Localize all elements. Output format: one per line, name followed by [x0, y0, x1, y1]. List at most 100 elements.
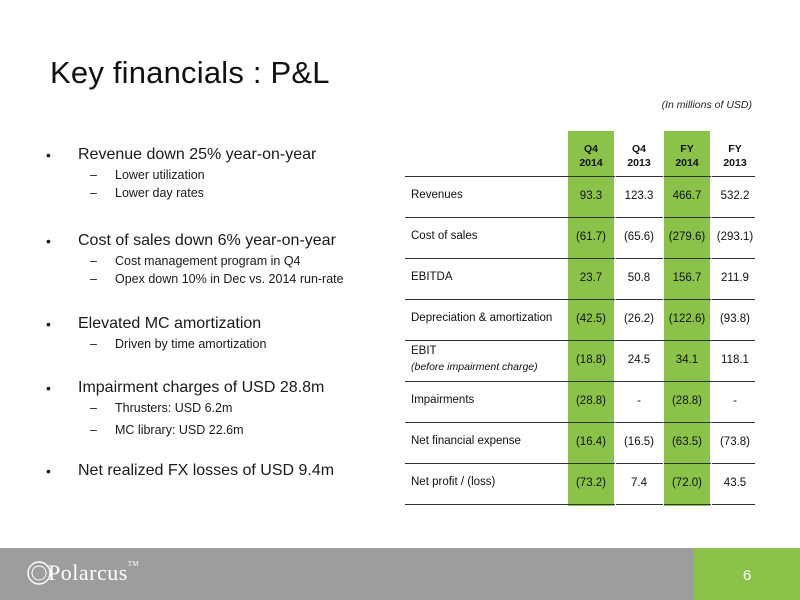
page-title: Key financials : P&L	[50, 55, 330, 90]
units-note: (In millions of USD)	[661, 99, 752, 111]
sub-bullet-text: Opex down 10% in Dec vs. 2014 run-rate	[115, 272, 344, 286]
sub-bullet-glyph: –	[90, 337, 97, 351]
bullet-text: Revenue down 25% year-on-year	[78, 146, 317, 163]
sub-bullet-text: Driven by time amortization	[115, 337, 267, 351]
table-cell: 24.5	[627, 354, 651, 366]
sub-bullet-item: – Cost management program in Q4	[90, 254, 301, 268]
row-divider	[405, 504, 755, 505]
row-label-text: Cost of sales	[411, 230, 478, 242]
row-sublabel-text: (before impairment charge)	[411, 361, 538, 373]
column-header: FY 2013	[712, 142, 758, 170]
column-header-line1: FY	[728, 143, 742, 155]
bullet-glyph: •	[46, 463, 51, 479]
sub-bullet-glyph: –	[90, 423, 97, 437]
bullet-item: • Impairment charges of USD 28.8m	[46, 379, 386, 397]
row-label-text: EBIT	[411, 345, 437, 357]
table-cell: 118.1	[721, 354, 749, 366]
table-cell: -	[637, 395, 641, 407]
bullet-text: Impairment charges of USD 28.8m	[78, 379, 325, 396]
sub-bullet-glyph: –	[90, 401, 97, 415]
sub-bullet-glyph: –	[90, 168, 97, 182]
table-cell: 50.8	[627, 272, 651, 284]
table-cell: (63.5)	[671, 436, 703, 448]
bullet-item: • Net realized FX losses of USD 9.4m	[46, 462, 386, 480]
row-label-text: Impairments	[411, 394, 475, 406]
table-cell: 23.7	[579, 272, 603, 284]
sub-bullet-item: – Lower day rates	[90, 186, 204, 200]
column-header-line1: Q4	[583, 143, 598, 155]
column-separator	[663, 131, 664, 506]
sub-bullet-text: Lower day rates	[115, 186, 204, 200]
row-divider	[405, 176, 755, 177]
row-label: Net profit / (loss)	[411, 476, 495, 488]
column-header: Q4 2013	[616, 142, 662, 170]
column-header-line2: 2013	[627, 157, 651, 169]
table-cell: 532.2	[720, 190, 750, 202]
table-cell: (28.8)	[671, 395, 703, 407]
row-label: EBIT (before impairment charge)	[411, 345, 538, 373]
bullet-glyph: •	[46, 316, 51, 332]
sub-bullet-item: – Thrusters: USD 6.2m	[90, 401, 232, 415]
bullet-item: • Elevated MC amortization	[46, 315, 386, 333]
bullet-text: Cost of sales down 6% year-on-year	[78, 232, 336, 249]
sub-bullet-text: MC library: USD 22.6m	[115, 423, 244, 437]
table-cell: (61.7)	[575, 231, 607, 243]
table-cell: 466.7	[672, 190, 702, 202]
polarcus-logo-icon	[27, 561, 51, 585]
row-label: Depreciation & amortization	[411, 312, 552, 324]
table-cell: (26.2)	[623, 313, 655, 325]
sub-bullet-item: – Driven by time amortization	[90, 337, 266, 351]
sub-bullet-text: Cost management program in Q4	[115, 254, 301, 268]
q4-2014-highlight	[568, 131, 614, 506]
row-label: Cost of sales	[411, 230, 477, 242]
row-label: Net financial expense	[411, 435, 521, 447]
column-separator	[711, 131, 712, 506]
row-divider	[405, 422, 755, 423]
sub-bullet-glyph: –	[90, 186, 97, 200]
row-label-text: Net profit / (loss)	[411, 476, 496, 488]
row-label: Revenues	[411, 189, 463, 201]
table-cell: 123.3	[624, 190, 654, 202]
table-cell: 93.3	[579, 190, 603, 202]
table-cell: (18.8)	[575, 354, 607, 366]
row-divider	[405, 381, 755, 382]
sub-bullet-item: – Lower utilization	[90, 168, 205, 182]
table-cell: (28.8)	[575, 395, 607, 407]
fy-2014-highlight	[664, 131, 710, 506]
column-header-line2: 2014	[579, 157, 603, 169]
column-header: Q4 2014	[568, 142, 614, 170]
sub-bullet-text: Thrusters: USD 6.2m	[115, 401, 233, 415]
table-cell: (16.4)	[575, 436, 607, 448]
row-divider	[405, 217, 755, 218]
table-cell: (122.6)	[668, 313, 706, 325]
bullet-text: Elevated MC amortization	[78, 315, 262, 332]
bullet-item: • Revenue down 25% year-on-year	[46, 146, 386, 164]
table-cell: (93.8)	[719, 313, 751, 325]
pl-table: Q4 2014 Q4 2013 FY 2014 FY 2013 Revenues 93.3 123.…	[405, 131, 758, 506]
page-number: 6	[694, 548, 800, 600]
column-separator	[615, 131, 616, 506]
column-header-line2: 2014	[675, 157, 699, 169]
sub-bullet-text: Lower utilization	[115, 168, 205, 182]
row-label-text: Depreciation & amortization	[411, 312, 553, 324]
table-cell: -	[733, 395, 737, 407]
polarcus-logo: PolarcusTM	[26, 560, 139, 586]
table-cell: (16.5)	[623, 436, 655, 448]
table-cell: 211.9	[721, 272, 749, 284]
bullet-glyph: •	[46, 380, 51, 396]
logo-text: PolarcusTM	[48, 560, 140, 585]
bullet-glyph: •	[46, 147, 51, 163]
row-divider	[405, 340, 755, 341]
row-label-text: Net financial expense	[411, 435, 521, 447]
table-cell: (73.2)	[575, 477, 607, 489]
column-header-line2: 2013	[723, 157, 747, 169]
table-cell: 7.4	[631, 477, 647, 489]
column-header: FY 2014	[664, 142, 710, 170]
row-label: Impairments	[411, 394, 474, 406]
table-cell: 156.7	[672, 272, 702, 284]
row-label: EBITDA	[411, 271, 453, 283]
sub-bullet-glyph: –	[90, 272, 97, 286]
table-cell: (279.6)	[668, 231, 706, 243]
table-cell: (293.1)	[716, 231, 754, 243]
bullet-text: Net realized FX losses of USD 9.4m	[78, 462, 335, 479]
